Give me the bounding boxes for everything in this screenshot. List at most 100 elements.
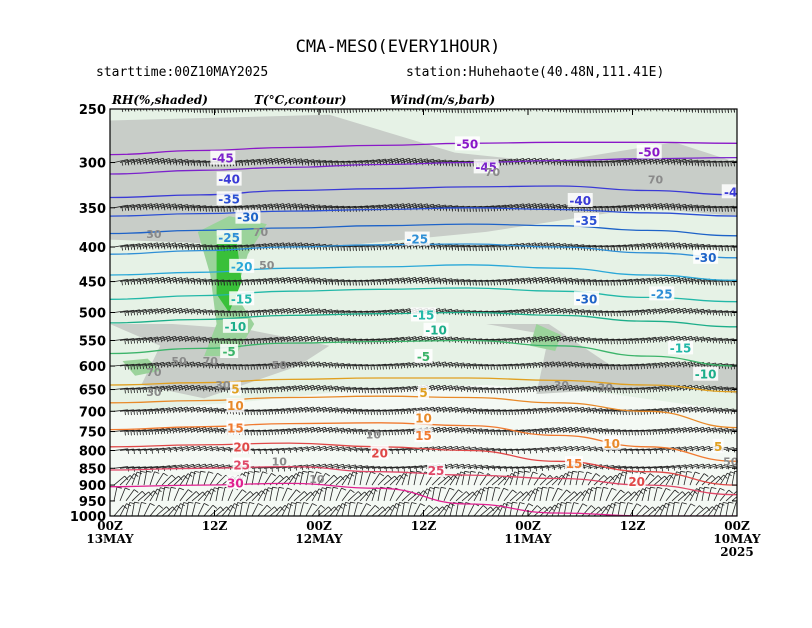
wind-barb	[287, 385, 304, 392]
temp-contour-label: -50	[638, 146, 660, 160]
wind-barb	[173, 487, 185, 502]
wind-barb	[293, 203, 310, 211]
rh-contour-label: 70	[146, 366, 162, 379]
wind-barb	[641, 277, 658, 285]
wind-barb	[521, 336, 538, 343]
wind-barb	[299, 308, 316, 315]
temp-contour-label: -25	[218, 231, 240, 245]
wind-barb	[683, 406, 700, 413]
wind-barb	[725, 491, 737, 502]
wind-barb	[299, 406, 316, 413]
wind-barb	[569, 445, 586, 452]
wind-barb	[329, 475, 345, 486]
wind-barb	[713, 487, 725, 502]
wind-barb	[281, 361, 298, 368]
wind-barb	[203, 446, 220, 452]
wind-barb	[191, 362, 208, 369]
wind-barb	[683, 503, 696, 516]
temp-contour-label: 25	[233, 459, 250, 473]
wind-barb	[461, 464, 478, 470]
wind-barb	[677, 243, 694, 250]
contour-label-bg	[226, 398, 245, 413]
wind-barb	[143, 470, 152, 486]
wind-barb	[161, 242, 178, 250]
wind-barb	[647, 308, 664, 315]
x-tick-label: 13MAY	[86, 532, 134, 546]
wind-barb	[413, 470, 422, 486]
temp-contour-label: -15	[670, 341, 692, 355]
contour-label-bg	[567, 192, 593, 207]
wind-barb	[689, 308, 706, 315]
temp-contour--45	[110, 156, 737, 175]
wind-barb	[317, 362, 334, 369]
wind-barb	[593, 475, 608, 486]
wind-barb	[293, 307, 310, 315]
wind-barb	[317, 472, 331, 486]
wind-barb	[677, 406, 694, 413]
y-tick-label: 800	[79, 444, 106, 459]
wind-barb	[305, 490, 320, 502]
wind-barb	[281, 203, 298, 211]
wind-barb	[293, 335, 310, 343]
wind-barb	[431, 361, 448, 368]
wind-barb	[191, 471, 200, 486]
wind-barb	[317, 427, 334, 434]
wind-barb	[137, 203, 154, 211]
wind-barb	[257, 471, 268, 486]
wind-barb	[287, 307, 304, 315]
contour-label-bg	[414, 349, 433, 364]
wind-barb	[587, 446, 604, 452]
wind-barb	[635, 505, 650, 516]
temp-contour-label: 20	[233, 441, 250, 455]
wind-barb	[443, 503, 455, 516]
wind-barb	[269, 308, 286, 315]
wind-barb	[353, 502, 363, 516]
wind-barb	[563, 445, 580, 452]
wind-barb	[209, 472, 222, 486]
wind-barb	[665, 242, 682, 250]
wind-barb	[161, 385, 178, 392]
rh-contour-label: 70	[253, 226, 269, 239]
wind-barb	[557, 384, 574, 392]
wind-barb	[335, 503, 347, 516]
wind-barb	[533, 361, 550, 368]
wind-barb	[509, 501, 518, 516]
wind-barb	[665, 361, 682, 368]
wind-barb	[545, 335, 562, 343]
y-tick-label: 550	[79, 334, 106, 349]
contour-label-bg	[232, 457, 251, 472]
temp-contour-label: 10	[227, 399, 244, 413]
wind-barb	[263, 203, 280, 211]
wind-barb	[539, 385, 556, 392]
wind-barb	[473, 505, 488, 516]
contour-label-bg	[235, 209, 261, 224]
wind-barb	[479, 506, 495, 516]
wind-barb	[437, 475, 453, 486]
wind-barb	[185, 361, 202, 368]
wind-barb	[443, 427, 460, 434]
wind-barb	[185, 491, 200, 502]
wind-barb	[581, 471, 592, 486]
wind-barb	[197, 470, 206, 486]
wind-barb	[725, 160, 737, 167]
wind-barb	[185, 445, 202, 452]
temp-contour-label: 20	[628, 475, 645, 489]
wind-barb	[515, 470, 524, 486]
wind-barb	[695, 406, 712, 414]
temp-contour--40	[110, 185, 737, 199]
wind-barb	[725, 465, 737, 469]
temp-contour-label: 10	[603, 437, 620, 451]
wind-barb	[365, 505, 380, 516]
wind-barb	[155, 472, 168, 486]
temp-contour-label: -30	[237, 211, 259, 225]
wind-barb	[341, 502, 351, 516]
wind-barb	[191, 406, 208, 414]
wind-barb	[167, 446, 184, 452]
wind-barb	[191, 502, 201, 516]
wind-barb	[311, 308, 328, 315]
wind-barb	[695, 463, 712, 469]
wind-barb	[323, 427, 340, 434]
wind-barb	[551, 361, 568, 368]
wind-barb	[593, 486, 602, 501]
wind-barb	[173, 243, 190, 250]
